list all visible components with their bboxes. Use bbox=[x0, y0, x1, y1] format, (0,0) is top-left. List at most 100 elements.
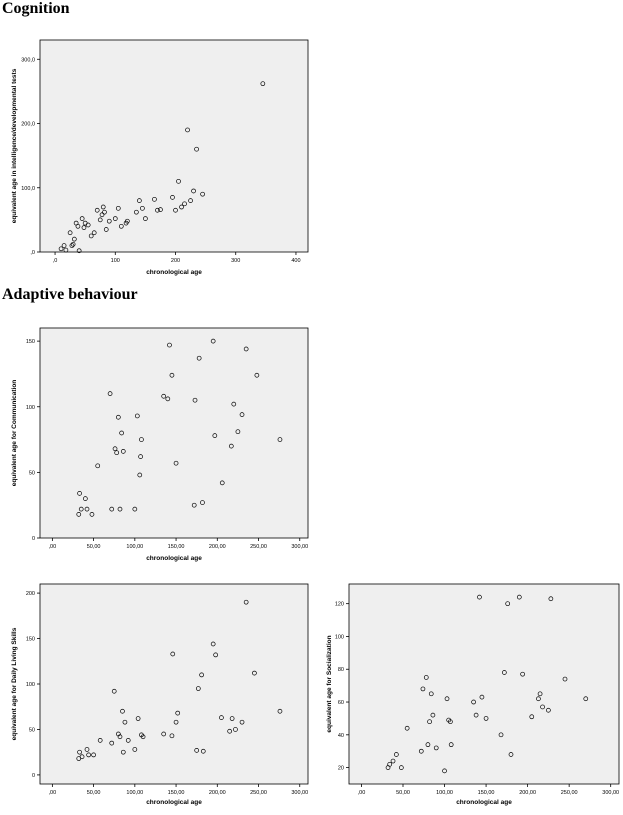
data-point bbox=[155, 207, 160, 213]
x-tick-label: 300,00 bbox=[291, 544, 308, 550]
data-point bbox=[161, 731, 167, 737]
data-point bbox=[117, 506, 123, 512]
data-point bbox=[229, 716, 235, 721]
data-point bbox=[194, 748, 200, 753]
data-point bbox=[583, 696, 589, 702]
data-point bbox=[394, 752, 399, 757]
chart-socialization-svg: 20 40 60 80 100 120 ,00 50,00 100,00 150,00 200,00… bbox=[326, 583, 620, 806]
data-point bbox=[103, 227, 109, 232]
chart-cognition-svg: ,0 100,0 200,0 300,0 ,0 100 200 300 400 chronolog… bbox=[11, 39, 309, 276]
data-point bbox=[199, 672, 204, 678]
data-point bbox=[99, 212, 105, 218]
y-axis-label: equivalent age for Communication bbox=[11, 380, 18, 487]
data-point bbox=[473, 712, 479, 718]
data-point bbox=[106, 218, 112, 224]
data-point bbox=[88, 233, 94, 239]
data-point bbox=[165, 396, 171, 402]
data-point bbox=[94, 207, 100, 213]
data-point bbox=[77, 749, 82, 755]
data-point bbox=[252, 670, 257, 676]
data-point bbox=[433, 745, 439, 751]
data-point bbox=[58, 246, 64, 252]
data-point bbox=[91, 752, 96, 758]
data-point bbox=[114, 450, 120, 456]
data-point bbox=[200, 748, 206, 754]
y-tick-label: 0 bbox=[32, 773, 35, 779]
data-point bbox=[67, 230, 73, 236]
y-tick-label: 80 bbox=[338, 667, 344, 673]
data-point bbox=[529, 714, 535, 720]
data-point bbox=[137, 198, 142, 203]
y-tick-label: 120 bbox=[335, 602, 344, 608]
data-point bbox=[120, 708, 125, 714]
data-point bbox=[212, 433, 218, 438]
data-point bbox=[120, 749, 126, 755]
data-point bbox=[483, 716, 489, 721]
data-point bbox=[161, 393, 167, 399]
data-point bbox=[516, 594, 522, 600]
y-tick-label: 40 bbox=[338, 733, 344, 739]
data-point bbox=[137, 472, 143, 478]
data-point bbox=[76, 248, 82, 254]
y-tick-label: 200 bbox=[26, 591, 35, 597]
data-point bbox=[173, 719, 179, 725]
y-tick-label: 50 bbox=[29, 727, 35, 733]
chart-cognition: ,0 100,0 200,0 300,0 ,0 100 200 300 400 chronolog… bbox=[0, 24, 330, 279]
x-tick-label: 100,00 bbox=[126, 544, 143, 550]
data-point bbox=[235, 429, 241, 435]
data-point bbox=[430, 712, 436, 718]
data-point bbox=[442, 768, 447, 774]
data-point bbox=[418, 748, 424, 754]
data-point bbox=[170, 651, 176, 657]
data-point bbox=[111, 688, 117, 694]
data-point bbox=[398, 765, 404, 770]
data-point bbox=[277, 708, 283, 714]
data-point bbox=[100, 204, 106, 210]
data-point bbox=[132, 506, 138, 512]
data-point bbox=[86, 752, 92, 758]
data-point bbox=[219, 480, 225, 486]
data-point bbox=[192, 397, 198, 403]
data-point bbox=[79, 754, 85, 760]
x-tick-label: 150,00 bbox=[478, 790, 495, 796]
y-tick-label: ,0 bbox=[30, 250, 35, 256]
data-point bbox=[505, 601, 511, 607]
data-point bbox=[167, 342, 172, 348]
x-axis-label: chronological age bbox=[146, 555, 202, 562]
x-tick-label: 50,00 bbox=[396, 790, 410, 796]
data-point bbox=[448, 719, 453, 725]
data-point bbox=[239, 719, 245, 725]
data-point bbox=[546, 707, 551, 713]
data-point bbox=[536, 696, 541, 702]
data-point bbox=[471, 699, 476, 705]
data-point bbox=[63, 247, 69, 253]
data-point bbox=[425, 742, 431, 748]
data-point bbox=[213, 652, 218, 658]
y-axis-label: equivalent age for Socialization bbox=[326, 635, 333, 732]
plot-area bbox=[39, 39, 309, 253]
data-point bbox=[119, 430, 124, 436]
data-point bbox=[195, 686, 201, 691]
data-point bbox=[170, 195, 175, 200]
data-point bbox=[243, 599, 249, 605]
y-tick-label: 150 bbox=[26, 339, 35, 345]
y-axis-label: equivalent age in intelligence/developme… bbox=[11, 68, 18, 223]
data-point bbox=[427, 719, 432, 725]
y-tick-label: 100 bbox=[26, 405, 35, 411]
x-tick-label: 300,00 bbox=[291, 790, 308, 796]
x-tick-label: 200,00 bbox=[209, 790, 226, 796]
data-point bbox=[188, 198, 193, 203]
data-point bbox=[260, 81, 266, 87]
data-point bbox=[134, 209, 139, 215]
data-point bbox=[210, 641, 216, 647]
x-tick-label: ,00 bbox=[49, 544, 57, 550]
y-tick-label: 200,0 bbox=[21, 122, 35, 128]
x-tick-label: 250,00 bbox=[250, 544, 267, 550]
data-point bbox=[228, 443, 234, 449]
y-tick-label: 0 bbox=[32, 536, 35, 542]
data-point bbox=[176, 178, 181, 184]
data-point bbox=[81, 225, 87, 230]
data-point bbox=[227, 728, 233, 734]
